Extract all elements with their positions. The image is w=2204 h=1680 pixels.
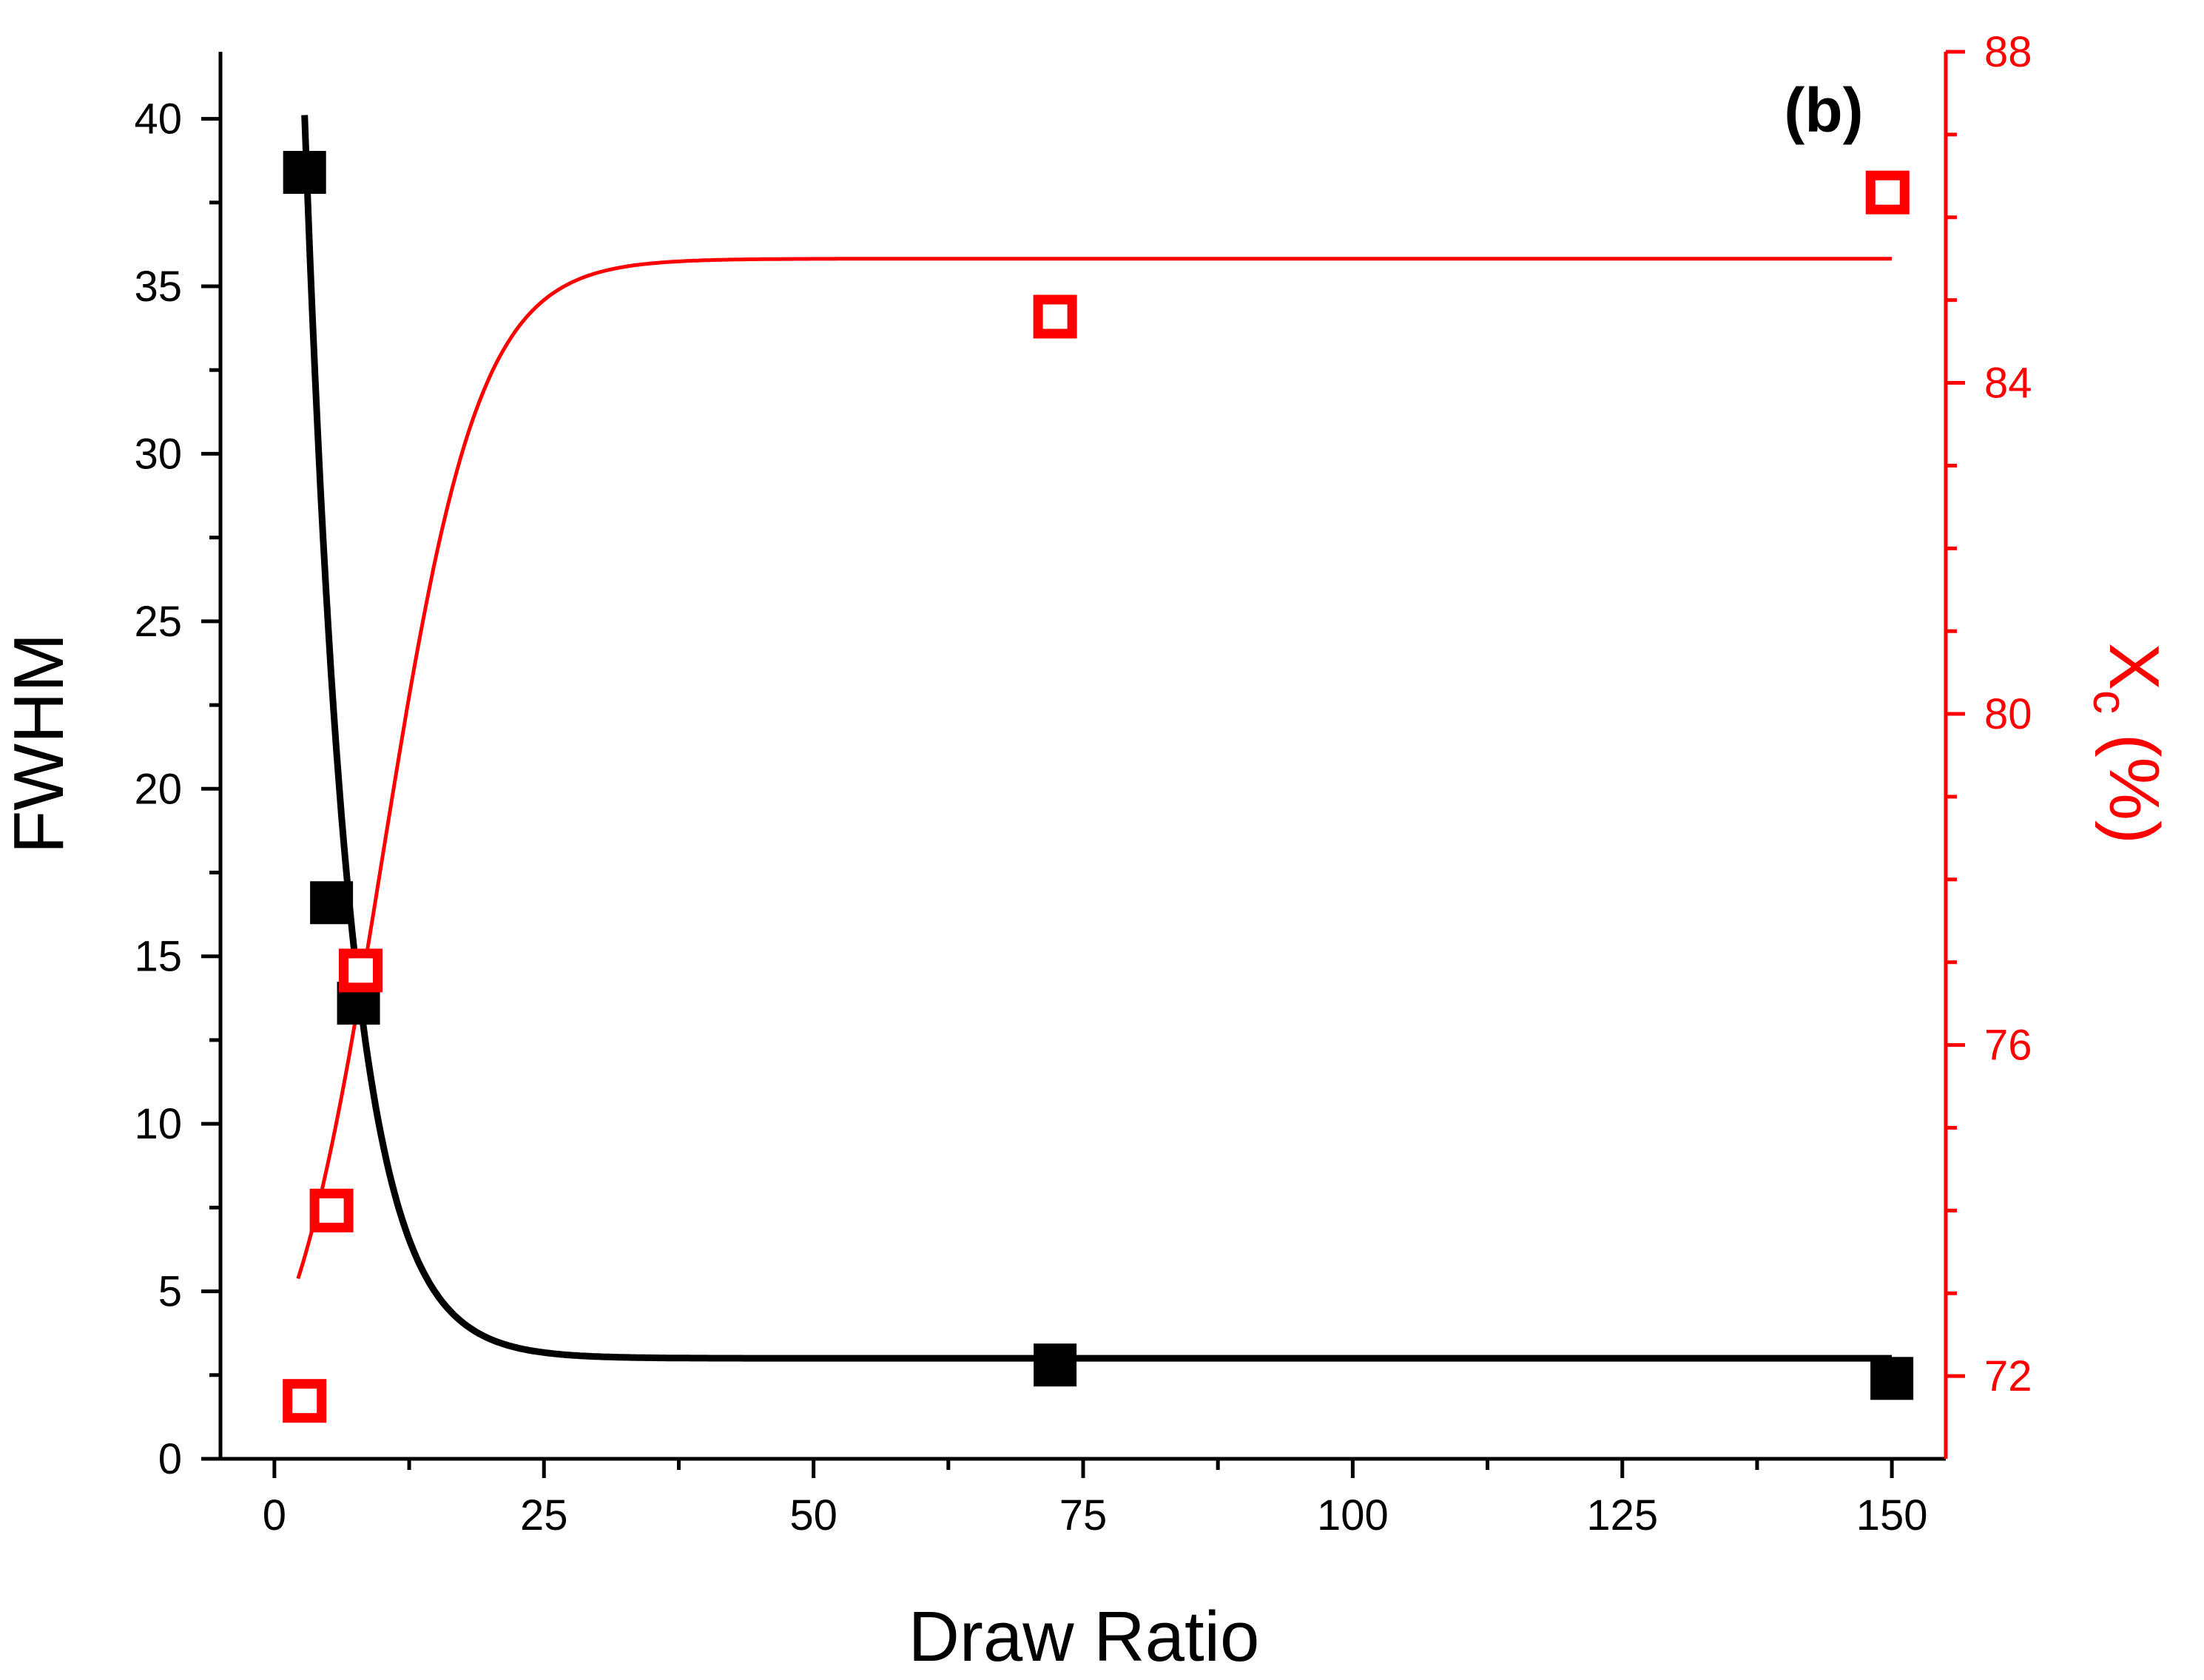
fwhm-data-point <box>1034 1343 1077 1387</box>
y-left-tick-label: 10 <box>134 1100 182 1148</box>
y-right-axis-title: Xc (%) <box>2083 643 2174 844</box>
x-tick-label: 50 <box>789 1491 838 1539</box>
fwhm-fit-curve <box>301 115 1893 1362</box>
x-tick-label: 25 <box>520 1491 568 1539</box>
x-tick-label: 100 <box>1317 1491 1389 1539</box>
y-right-tick-label: 76 <box>1984 1022 2032 1070</box>
y-right-tick-label: 72 <box>1984 1352 2032 1400</box>
y-left-tick-label: 35 <box>134 263 182 311</box>
y-right-tick-label: 84 <box>1984 360 2032 408</box>
x-tick-label: 125 <box>1586 1491 1658 1539</box>
y-right-axis-title-main: X <box>2095 643 2174 690</box>
x-tick-label: 150 <box>1856 1491 1928 1539</box>
crystallinity-data-point <box>283 1379 327 1423</box>
y-right-tick-label: 80 <box>1984 690 2032 738</box>
y-left-tick-label: 20 <box>134 765 182 813</box>
crystallinity-fit-curve <box>296 257 1893 1280</box>
y-left-axis-title: FWHM <box>0 633 78 854</box>
y-right-axis-title-subscript: c <box>2083 690 2137 714</box>
x-tick-label: 75 <box>1059 1491 1108 1539</box>
x-axis-title: Draw Ratio <box>909 1597 1260 1676</box>
x-tick-label: 0 <box>263 1491 286 1539</box>
y-right-tick-label: 88 <box>1984 28 2032 76</box>
data-markers <box>283 151 1914 1423</box>
y-right-axis-title-tail: (%) <box>2095 714 2174 844</box>
y-left-tick-label: 25 <box>134 598 182 646</box>
crystallinity-data-point <box>338 948 383 993</box>
fwhm-data-point <box>1870 1357 1914 1400</box>
fwhm-data-point <box>310 881 354 925</box>
y-left-tick-label: 40 <box>134 95 182 144</box>
y-left-tick-label: 5 <box>158 1268 182 1316</box>
axes <box>201 50 1965 1478</box>
fwhm-data-point <box>283 151 326 195</box>
tick-labels: 0 25 50 75 100 125 150 0 5 10 15 20 25 30 35 40 72 76 80 84… <box>134 28 2032 1539</box>
fit-curves <box>296 115 1893 1362</box>
y-left-tick-label: 15 <box>134 933 182 981</box>
panel-label: (b) <box>1784 75 1863 145</box>
y-left-tick-label: 30 <box>134 430 182 478</box>
crystallinity-data-point <box>309 1188 354 1232</box>
crystallinity-data-point <box>1865 170 1910 215</box>
y-left-tick-label: 0 <box>158 1435 182 1483</box>
crystallinity-data-point <box>1033 294 1077 339</box>
